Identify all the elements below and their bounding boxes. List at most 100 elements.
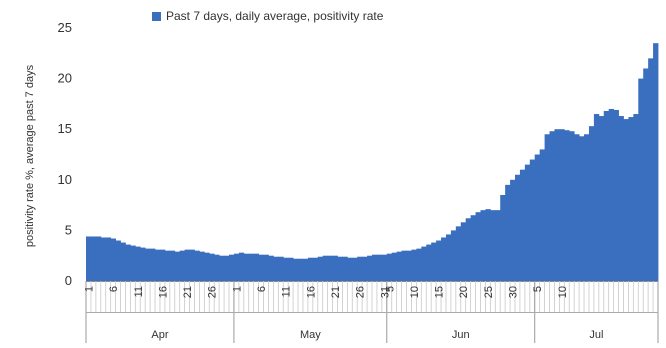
month-label: Jun xyxy=(452,329,470,341)
bar xyxy=(362,256,368,281)
bar xyxy=(445,234,452,281)
bar xyxy=(648,58,654,281)
bar xyxy=(376,254,383,281)
legend-label: Past 7 days, daily average, positivity r… xyxy=(166,9,384,23)
bar xyxy=(169,250,176,281)
bar xyxy=(263,254,269,281)
bar xyxy=(86,236,92,281)
y-tick-label: 5 xyxy=(65,222,72,237)
bar xyxy=(90,236,97,281)
month-label: Jul xyxy=(589,329,603,341)
x-tick-label: 26 xyxy=(207,286,219,298)
bar xyxy=(238,252,245,281)
x-tick-label: 16 xyxy=(157,286,169,298)
bar xyxy=(322,255,329,281)
bar xyxy=(436,240,442,281)
bar xyxy=(441,237,447,281)
bar xyxy=(307,257,314,281)
bar xyxy=(475,212,481,281)
bar xyxy=(248,253,255,281)
bar xyxy=(529,159,536,281)
bar xyxy=(140,247,146,281)
bar xyxy=(584,134,590,281)
bar xyxy=(150,248,156,281)
x-tick-label: 11 xyxy=(133,286,145,297)
bar xyxy=(554,129,560,281)
bar xyxy=(450,230,457,281)
bar xyxy=(194,250,200,281)
bar xyxy=(125,244,131,281)
bar xyxy=(367,255,373,281)
bar xyxy=(401,250,407,281)
x-tick-label: 21 xyxy=(330,286,342,298)
y-axis-title: positivity rate %, average past 7 days xyxy=(24,64,36,248)
bar xyxy=(253,253,259,281)
bar xyxy=(357,256,363,281)
bar xyxy=(643,68,649,281)
bar xyxy=(120,242,126,281)
bar xyxy=(653,43,659,282)
bar xyxy=(569,131,575,281)
x-tick-label: 6 xyxy=(256,286,268,292)
bar xyxy=(465,218,472,281)
bar xyxy=(159,249,166,281)
bar xyxy=(214,254,220,281)
bar xyxy=(544,134,550,281)
bar xyxy=(317,256,324,281)
bar xyxy=(204,252,210,281)
bar xyxy=(559,129,565,281)
month-label: May xyxy=(300,329,321,341)
bar xyxy=(224,255,230,281)
x-tick-label: 31 xyxy=(379,286,391,298)
bar xyxy=(416,248,422,281)
y-tick-label: 0 xyxy=(65,273,72,288)
x-tick-label: 25 xyxy=(483,286,495,298)
bar xyxy=(396,251,402,281)
bar xyxy=(332,255,338,281)
bar xyxy=(302,258,309,281)
x-tick-label: 5 xyxy=(532,286,544,292)
x-tick-label: 20 xyxy=(458,286,470,298)
bar xyxy=(539,149,545,281)
bar xyxy=(638,78,644,281)
bar xyxy=(495,210,501,281)
bar xyxy=(534,154,541,281)
bar xyxy=(110,238,116,281)
bar xyxy=(130,245,136,281)
bar xyxy=(460,222,467,281)
bar xyxy=(500,194,506,281)
bar xyxy=(105,237,112,281)
bar xyxy=(608,108,615,282)
bar xyxy=(258,254,264,281)
x-tick-label: 10 xyxy=(557,286,569,298)
bar xyxy=(229,254,235,281)
month-label: Apr xyxy=(151,329,168,341)
bar xyxy=(273,256,279,281)
bar xyxy=(342,256,348,281)
bar xyxy=(598,116,605,281)
bar xyxy=(618,116,624,281)
bar xyxy=(174,251,181,281)
bar xyxy=(515,174,521,281)
bar xyxy=(490,210,496,281)
bar xyxy=(574,134,580,281)
bar xyxy=(135,246,141,281)
x-tick-label: 10 xyxy=(409,286,421,298)
bar xyxy=(100,237,107,281)
bar xyxy=(155,249,161,281)
x-tick-label: 30 xyxy=(508,286,520,298)
legend: Past 7 days, daily average, positivity r… xyxy=(152,9,383,23)
bar xyxy=(579,136,585,281)
bar xyxy=(233,253,240,281)
bar xyxy=(455,226,462,281)
y-tick-label: 15 xyxy=(58,121,72,136)
legend-swatch xyxy=(152,11,161,21)
bar xyxy=(593,114,600,282)
y-tick-label: 25 xyxy=(58,20,72,35)
plot-area xyxy=(86,43,659,282)
x-tick-label: 1 xyxy=(231,286,243,292)
x-tick-label: 11 xyxy=(281,286,293,297)
bar xyxy=(431,242,437,281)
bar xyxy=(283,257,289,281)
bar xyxy=(327,255,333,281)
